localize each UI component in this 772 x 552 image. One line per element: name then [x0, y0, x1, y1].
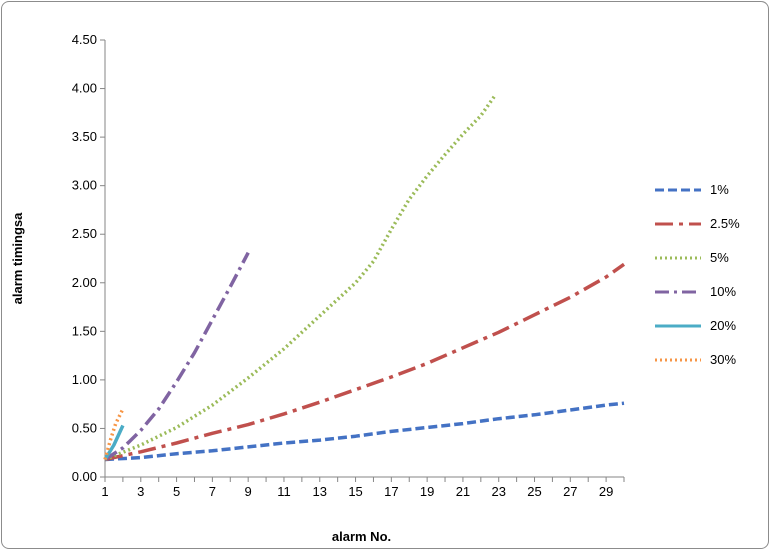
- series-line-6: [103, 408, 125, 460]
- series-line-1: [104, 401, 625, 462]
- series-group: [103, 94, 626, 462]
- y-tick-label: 0.00: [72, 469, 97, 484]
- x-tick-label: 27: [563, 484, 577, 499]
- y-tick-label: 0.50: [72, 420, 97, 435]
- y-tick-label: 4.50: [72, 32, 97, 47]
- x-tick-label: 23: [491, 484, 505, 499]
- x-tick-label: 29: [599, 484, 613, 499]
- y-axis-label: alarm timingsa: [10, 212, 25, 305]
- legend-label-6: 30%: [710, 352, 736, 367]
- x-tick-label: 1: [101, 484, 108, 499]
- legend-label-1: 1%: [710, 182, 729, 197]
- x-tick-label: 11: [277, 484, 291, 499]
- plot-area: 0.00 0.50 1.00 1.50 2.00 2.50 3.00 3.50 4.00 4.50…: [72, 32, 626, 499]
- y-tick-group: 0.00 0.50 1.00 1.50 2.00 2.50 3.00 3.50 4.00 4.50: [72, 32, 105, 484]
- x-tick-label: 13: [313, 484, 327, 499]
- legend-label-5: 20%: [710, 318, 736, 333]
- y-tick-label: 2.00: [72, 275, 97, 290]
- x-tick-label: 9: [245, 484, 252, 499]
- legend-label-3: 5%: [710, 250, 729, 265]
- y-tick-label: 3.50: [72, 129, 97, 144]
- legend-label-4: 10%: [710, 284, 736, 299]
- y-tick-label: 1.00: [72, 372, 97, 387]
- series-line-4: [104, 251, 250, 461]
- x-tick-label: 15: [348, 484, 362, 499]
- series-line-2: [104, 262, 626, 462]
- y-tick-label: 3.00: [72, 178, 97, 193]
- x-tick-label: 3: [137, 484, 144, 499]
- x-tick-label: 21: [456, 484, 470, 499]
- legend-label-2: 2.5%: [710, 216, 740, 231]
- x-tick-group: 1 3 5 7 9 11 13 15 17 19 21 23 25 27 29: [101, 477, 625, 499]
- y-tick-label: 1.50: [72, 323, 97, 338]
- x-tick-label: 7: [209, 484, 216, 499]
- x-tick-label: 19: [420, 484, 434, 499]
- x-tick-label: 5: [173, 484, 180, 499]
- x-tick-label: 17: [384, 484, 398, 499]
- y-tick-label: 2.50: [72, 226, 97, 241]
- x-axis-label: alarm No.: [332, 529, 391, 544]
- x-tick-label: 25: [527, 484, 541, 499]
- y-tick-label: 4.00: [72, 81, 97, 96]
- legend: 1% 2.5% 5% 10% 20% 30%: [655, 182, 740, 367]
- series-line-3: [104, 94, 497, 462]
